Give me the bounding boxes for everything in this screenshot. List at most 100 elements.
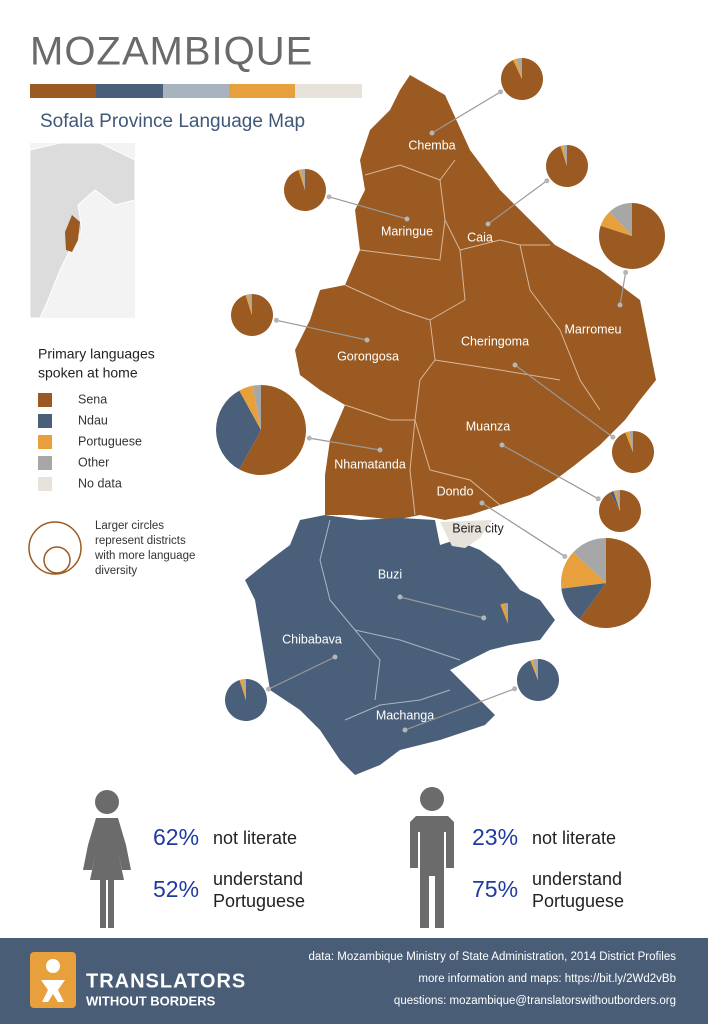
leader-dot: [481, 615, 487, 621]
leader-dot: [402, 727, 408, 733]
size-note: diversity: [95, 565, 137, 577]
pie-slice: [505, 603, 508, 624]
leader-dot: [326, 194, 332, 200]
district-label: Muanza: [466, 419, 511, 433]
legend-label: No data: [78, 476, 122, 490]
footer-line: more information and maps: https://bit.l…: [418, 973, 676, 985]
legend-title: Primary languages: [38, 346, 155, 362]
pie-slice: [225, 679, 268, 721]
pie-slice: [573, 538, 606, 583]
leader-line: [328, 196, 408, 220]
pie-slice: [301, 169, 305, 190]
leader-line: [399, 596, 484, 619]
literacy-label: not literate: [532, 828, 616, 848]
leader-dot: [562, 553, 568, 559]
leader-line: [404, 688, 515, 731]
leader-dot: [429, 130, 435, 136]
size-note: with more language: [94, 550, 195, 562]
district-label: Caia: [467, 230, 493, 244]
pie-slice: [616, 489, 620, 511]
literacy-value: 62%: [153, 824, 199, 850]
legend-label: Sena: [78, 392, 107, 406]
district-label: Buzi: [378, 567, 402, 581]
portuguese-label: understand: [532, 869, 622, 889]
footer-band: [0, 938, 708, 1024]
pie-slice: [579, 538, 652, 628]
portuguese-label: understand: [213, 869, 303, 889]
portuguese-value: 52%: [153, 876, 199, 902]
footer-line: questions: mozambique@translatorswithout…: [394, 995, 676, 1007]
leader-dot: [595, 496, 601, 502]
pie-slice: [629, 431, 633, 452]
portuguese-value: 75%: [472, 876, 518, 902]
color-strip: [30, 84, 362, 98]
leader-dot: [377, 447, 383, 453]
pie-slice: [625, 431, 633, 452]
pie-slice: [239, 385, 306, 475]
district-label: Nhamatanda: [334, 457, 406, 471]
logo: [30, 952, 76, 1008]
district-label: Machanga: [376, 708, 434, 722]
pie-slice: [283, 169, 326, 211]
man-icon: [410, 787, 454, 928]
legend-swatch: [38, 477, 52, 491]
pie-slice: [530, 659, 538, 680]
legend-label: Portuguese: [78, 434, 142, 448]
pie-slice: [561, 583, 606, 620]
portuguese-label: Portuguese: [213, 891, 305, 911]
leader-dot: [610, 434, 616, 440]
district-label: Marromeu: [565, 322, 622, 336]
pie-slice: [298, 169, 305, 190]
pie-slice: [612, 431, 655, 473]
leader-line: [487, 180, 548, 225]
woman-icon: [83, 790, 131, 928]
leader-line: [619, 272, 627, 306]
pie-slice: [500, 603, 508, 624]
pie-slice: [609, 203, 632, 236]
leader-line: [276, 319, 368, 341]
leader-dot: [485, 221, 491, 227]
leader-dot: [332, 654, 338, 660]
map: [245, 75, 656, 775]
pie-slice: [486, 603, 529, 645]
pie-slice: [252, 385, 261, 430]
leader-line: [501, 444, 599, 500]
leader-dot: [404, 216, 410, 222]
leader-dot: [266, 686, 272, 692]
leader-dot: [623, 269, 629, 275]
pie-slice: [215, 390, 261, 470]
pie-slice: [561, 552, 606, 589]
leader-dot: [498, 89, 504, 95]
district-label: Cheringoma: [461, 334, 529, 348]
leader-dot: [306, 435, 312, 441]
inset-map: [29, 142, 136, 319]
leader-dot: [479, 500, 485, 506]
leader-dot: [364, 337, 370, 343]
pie-slice: [532, 659, 538, 680]
size-note: Larger circles: [95, 520, 164, 532]
district-label: Chemba: [408, 138, 455, 152]
leader-line: [514, 364, 614, 438]
legend-swatch: [38, 456, 52, 470]
size-note: represent districts: [95, 535, 186, 547]
footer-line: data: Mozambique Ministry of State Admin…: [308, 951, 676, 963]
literacy-value: 23%: [472, 824, 518, 850]
leader-line: [268, 656, 336, 690]
leader-dot: [617, 302, 623, 308]
legend: Primary languages spoken at home Sena Ndau P…: [38, 346, 195, 577]
org-name: WITHOUT BORDERS: [86, 993, 216, 1008]
pie-slice: [600, 211, 632, 236]
legend-swatch: [38, 414, 52, 428]
district-label: Chibabava: [282, 632, 342, 646]
size-legend: [28, 521, 82, 575]
leader-dot: [499, 442, 505, 448]
pie-slice: [513, 58, 522, 79]
leader-dot: [397, 594, 403, 600]
pie-slice: [613, 490, 620, 511]
org-name: TRANSLATORS: [86, 970, 246, 992]
city-label: Beira city: [452, 521, 504, 535]
leader-dot: [544, 178, 550, 184]
legend-label: Other: [78, 455, 109, 469]
subtitle: Sofala Province Language Map: [40, 111, 305, 132]
